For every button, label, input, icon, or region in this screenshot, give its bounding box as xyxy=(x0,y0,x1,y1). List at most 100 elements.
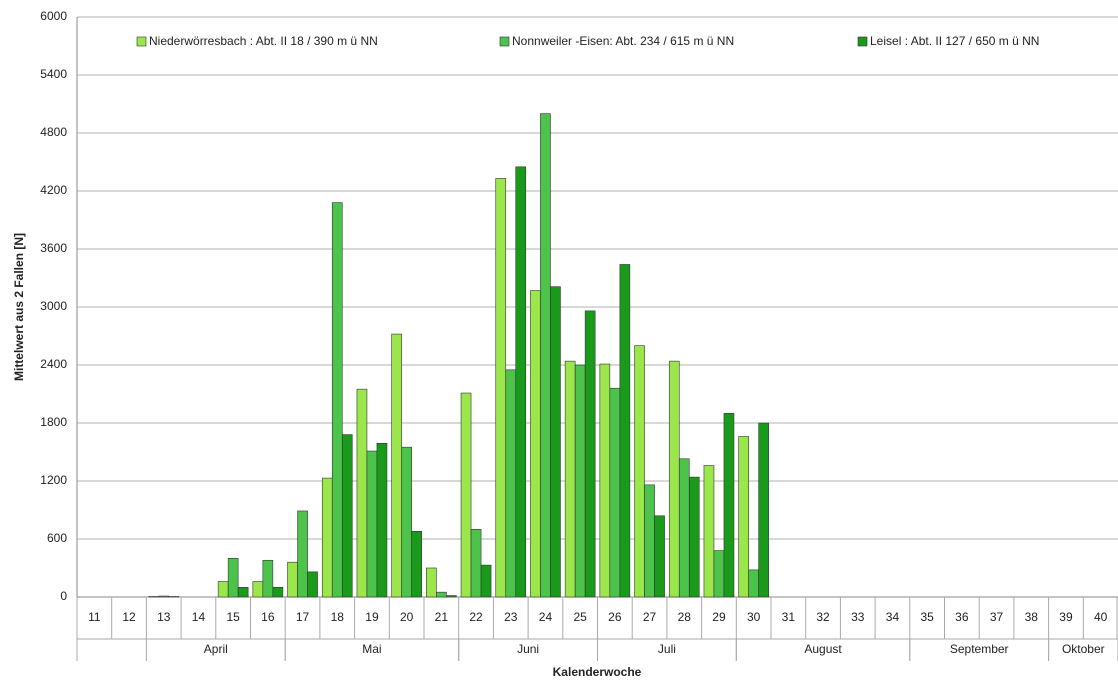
bar xyxy=(749,570,759,597)
bar xyxy=(218,582,228,597)
y-tick-label: 5400 xyxy=(40,67,67,81)
y-tick-label: 1800 xyxy=(40,415,67,429)
bar xyxy=(159,596,169,597)
bar xyxy=(506,370,516,597)
x-tick-label: 29 xyxy=(712,610,726,624)
bar xyxy=(689,477,699,597)
bar xyxy=(392,334,402,597)
month-label: August xyxy=(804,642,842,656)
x-tick-label: 20 xyxy=(400,610,414,624)
bar xyxy=(600,364,610,597)
x-axis-label: Kalenderwoche xyxy=(553,665,642,679)
bar xyxy=(228,558,238,597)
bar xyxy=(714,551,724,597)
bar xyxy=(530,291,540,597)
bar xyxy=(759,423,769,597)
x-tick-label: 32 xyxy=(816,610,830,624)
legend-swatch xyxy=(500,37,509,46)
x-tick-label: 25 xyxy=(573,610,587,624)
x-tick-label: 18 xyxy=(331,610,345,624)
bar xyxy=(308,572,318,597)
x-tick-label: 24 xyxy=(539,610,553,624)
bar xyxy=(377,443,387,597)
x-tick-label: 39 xyxy=(1059,610,1073,624)
bar xyxy=(635,346,645,597)
bar xyxy=(263,560,273,597)
y-tick-label: 6000 xyxy=(40,9,67,23)
bar xyxy=(238,587,248,597)
bar xyxy=(342,435,352,597)
bar xyxy=(332,203,342,597)
x-tick-label: 11 xyxy=(88,610,101,624)
bar xyxy=(288,562,298,597)
y-tick-label: 3000 xyxy=(40,299,67,313)
x-tick-label: 21 xyxy=(435,610,449,624)
x-tick-label: 40 xyxy=(1094,610,1108,624)
x-tick-label: 35 xyxy=(920,610,934,624)
month-label: September xyxy=(950,642,1009,656)
bar xyxy=(565,361,575,597)
bar xyxy=(550,287,560,597)
y-tick-label: 2400 xyxy=(40,357,67,371)
bar xyxy=(575,365,585,597)
x-tick-label: 22 xyxy=(469,610,483,624)
y-tick-label: 4800 xyxy=(40,125,67,139)
bar xyxy=(540,114,550,597)
x-tick-label: 23 xyxy=(504,610,518,624)
x-tick-label: 34 xyxy=(886,610,900,624)
bar xyxy=(322,478,332,597)
y-tick-label: 3600 xyxy=(40,241,67,255)
month-label: April xyxy=(204,642,228,656)
bar xyxy=(496,178,506,597)
bar xyxy=(357,389,367,597)
bar xyxy=(679,459,689,597)
y-tick-label: 600 xyxy=(47,531,67,545)
bar xyxy=(481,565,491,597)
bar xyxy=(739,437,749,597)
legend-swatch xyxy=(858,37,867,46)
bar xyxy=(402,447,412,597)
bar xyxy=(655,516,665,597)
x-tick-label: 16 xyxy=(261,610,275,624)
x-tick-label: 38 xyxy=(1025,610,1039,624)
legend-label: Niederwörresbach : Abt. II 18 / 390 m ü … xyxy=(149,34,378,48)
bar xyxy=(461,393,471,597)
x-tick-label: 12 xyxy=(122,610,136,624)
x-tick-label: 31 xyxy=(782,610,796,624)
legend-label: Leisel : Abt. II 127 / 650 m ü NN xyxy=(870,34,1039,48)
x-tick-label: 26 xyxy=(608,610,622,624)
x-tick-label: 27 xyxy=(643,610,657,624)
bar xyxy=(367,451,377,597)
x-tick-label: 28 xyxy=(678,610,692,624)
bar xyxy=(273,587,283,597)
bar xyxy=(610,388,620,597)
month-label: Juli xyxy=(658,642,676,656)
x-tick-label: 37 xyxy=(990,610,1004,624)
bar xyxy=(669,361,679,597)
x-tick-label: 33 xyxy=(851,610,865,624)
y-tick-label: 0 xyxy=(60,589,67,603)
bar xyxy=(516,167,526,597)
month-label: Oktober xyxy=(1062,642,1105,656)
month-label: Juni xyxy=(517,642,539,656)
x-tick-label: 14 xyxy=(192,610,206,624)
bar xyxy=(253,582,263,597)
x-tick-label: 13 xyxy=(157,610,171,624)
legend-label: Nonnweiler -Eisen: Abt. 234 / 615 m ü NN xyxy=(512,34,734,48)
bar xyxy=(585,311,595,597)
bar xyxy=(645,485,655,597)
x-tick-label: 36 xyxy=(955,610,969,624)
month-label: Mai xyxy=(362,642,381,656)
bar xyxy=(426,568,436,597)
x-tick-label: 15 xyxy=(226,610,240,624)
bar xyxy=(724,413,734,597)
bar xyxy=(704,466,714,597)
x-tick-label: 19 xyxy=(365,610,379,624)
y-tick-label: 4200 xyxy=(40,183,67,197)
x-tick-label: 30 xyxy=(747,610,761,624)
bar xyxy=(436,592,446,597)
bar xyxy=(298,511,308,597)
bar xyxy=(446,596,456,597)
x-tick-label: 17 xyxy=(296,610,310,624)
